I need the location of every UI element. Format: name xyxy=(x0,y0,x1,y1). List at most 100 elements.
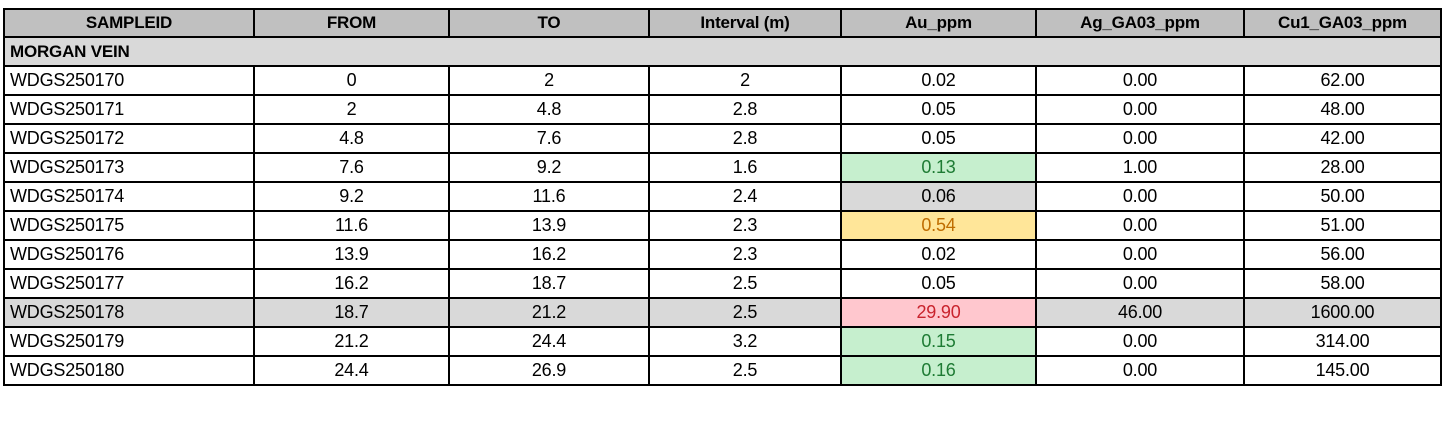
table-row: WDGS250170 0 2 2 0.02 0.00 62.00 xyxy=(3,65,1442,96)
cell-to[interactable]: 16.2 xyxy=(448,239,650,270)
table-body: MORGAN VEIN WDGS250170 0 2 2 0.02 0.00 6… xyxy=(3,36,1442,386)
cell-to[interactable]: 11.6 xyxy=(448,181,650,212)
cell-au[interactable]: 0.54 xyxy=(840,210,1037,241)
cell-from[interactable]: 4.8 xyxy=(253,123,450,154)
cell-ag[interactable]: 0.00 xyxy=(1035,326,1245,357)
cell-au[interactable]: 0.16 xyxy=(840,355,1037,386)
cell-sampleid[interactable]: WDGS250173 xyxy=(3,152,255,183)
table-row: WDGS250179 21.2 24.4 3.2 0.15 0.00 314.0… xyxy=(3,326,1442,357)
cell-cu[interactable]: 50.00 xyxy=(1243,181,1442,212)
cell-au[interactable]: 0.13 xyxy=(840,152,1037,183)
cell-cu[interactable]: 56.00 xyxy=(1243,239,1442,270)
cell-interval[interactable]: 2.8 xyxy=(648,123,842,154)
table-row: WDGS250180 24.4 26.9 2.5 0.16 0.00 145.0… xyxy=(3,355,1442,386)
column-header-from[interactable]: FROM xyxy=(253,8,450,38)
cell-sampleid[interactable]: WDGS250178 xyxy=(3,297,255,328)
cell-interval[interactable]: 2.5 xyxy=(648,355,842,386)
cell-cu[interactable]: 28.00 xyxy=(1243,152,1442,183)
table-row: WDGS250171 2 4.8 2.8 0.05 0.00 48.00 xyxy=(3,94,1442,125)
cell-interval[interactable]: 2.3 xyxy=(648,210,842,241)
column-header-sampleid[interactable]: SAMPLEID xyxy=(3,8,255,38)
cell-au[interactable]: 0.06 xyxy=(840,181,1037,212)
cell-cu[interactable]: 145.00 xyxy=(1243,355,1442,386)
cell-au[interactable]: 0.05 xyxy=(840,268,1037,299)
table-row: WDGS250172 4.8 7.6 2.8 0.05 0.00 42.00 xyxy=(3,123,1442,154)
column-header-cu-ppm[interactable]: Cu1_GA03_ppm xyxy=(1243,8,1442,38)
cell-from[interactable]: 11.6 xyxy=(253,210,450,241)
cell-to[interactable]: 26.9 xyxy=(448,355,650,386)
cell-cu[interactable]: 62.00 xyxy=(1243,65,1442,96)
cell-from[interactable]: 18.7 xyxy=(253,297,450,328)
cell-from[interactable]: 9.2 xyxy=(253,181,450,212)
cell-from[interactable]: 24.4 xyxy=(253,355,450,386)
column-header-ag-ppm[interactable]: Ag_GA03_ppm xyxy=(1035,8,1245,38)
cell-from[interactable]: 7.6 xyxy=(253,152,450,183)
cell-ag[interactable]: 0.00 xyxy=(1035,94,1245,125)
cell-interval[interactable]: 2 xyxy=(648,65,842,96)
cell-au[interactable]: 29.90 xyxy=(840,297,1037,328)
table-row: WDGS250178 18.7 21.2 2.5 29.90 46.00 160… xyxy=(3,297,1442,328)
cell-cu[interactable]: 51.00 xyxy=(1243,210,1442,241)
group-header-cell[interactable]: MORGAN VEIN xyxy=(3,36,1442,67)
header-row: SAMPLEID FROM TO Interval (m) Au_ppm Ag_… xyxy=(3,8,1442,38)
cell-sampleid[interactable]: WDGS250171 xyxy=(3,94,255,125)
cell-from[interactable]: 13.9 xyxy=(253,239,450,270)
cell-to[interactable]: 2 xyxy=(448,65,650,96)
cell-au[interactable]: 0.15 xyxy=(840,326,1037,357)
cell-to[interactable]: 9.2 xyxy=(448,152,650,183)
cell-ag[interactable]: 0.00 xyxy=(1035,268,1245,299)
cell-to[interactable]: 18.7 xyxy=(448,268,650,299)
cell-interval[interactable]: 2.5 xyxy=(648,297,842,328)
cell-sampleid[interactable]: WDGS250170 xyxy=(3,65,255,96)
cell-ag[interactable]: 0.00 xyxy=(1035,355,1245,386)
cell-au[interactable]: 0.05 xyxy=(840,94,1037,125)
cell-au[interactable]: 0.02 xyxy=(840,65,1037,96)
cell-sampleid[interactable]: WDGS250176 xyxy=(3,239,255,270)
cell-au[interactable]: 0.05 xyxy=(840,123,1037,154)
column-header-au-ppm[interactable]: Au_ppm xyxy=(840,8,1037,38)
spreadsheet-region: SAMPLEID FROM TO Interval (m) Au_ppm Ag_… xyxy=(3,8,1442,386)
table-row: WDGS250175 11.6 13.9 2.3 0.54 0.00 51.00 xyxy=(3,210,1442,241)
cell-interval[interactable]: 1.6 xyxy=(648,152,842,183)
cell-sampleid[interactable]: WDGS250179 xyxy=(3,326,255,357)
cell-ag[interactable]: 1.00 xyxy=(1035,152,1245,183)
cell-to[interactable]: 13.9 xyxy=(448,210,650,241)
cell-sampleid[interactable]: WDGS250172 xyxy=(3,123,255,154)
cell-interval[interactable]: 2.8 xyxy=(648,94,842,125)
cell-cu[interactable]: 58.00 xyxy=(1243,268,1442,299)
column-header-interval[interactable]: Interval (m) xyxy=(648,8,842,38)
cell-interval[interactable]: 2.5 xyxy=(648,268,842,299)
cell-to[interactable]: 7.6 xyxy=(448,123,650,154)
table-row: WDGS250173 7.6 9.2 1.6 0.13 1.00 28.00 xyxy=(3,152,1442,183)
cell-ag[interactable]: 46.00 xyxy=(1035,297,1245,328)
cell-cu[interactable]: 314.00 xyxy=(1243,326,1442,357)
cell-cu[interactable]: 1600.00 xyxy=(1243,297,1442,328)
cell-sampleid[interactable]: WDGS250175 xyxy=(3,210,255,241)
cell-interval[interactable]: 3.2 xyxy=(648,326,842,357)
cell-cu[interactable]: 48.00 xyxy=(1243,94,1442,125)
cell-ag[interactable]: 0.00 xyxy=(1035,123,1245,154)
cell-au[interactable]: 0.02 xyxy=(840,239,1037,270)
cell-to[interactable]: 24.4 xyxy=(448,326,650,357)
cell-to[interactable]: 4.8 xyxy=(448,94,650,125)
cell-interval[interactable]: 2.4 xyxy=(648,181,842,212)
cell-from[interactable]: 2 xyxy=(253,94,450,125)
cell-sampleid[interactable]: WDGS250177 xyxy=(3,268,255,299)
cell-ag[interactable]: 0.00 xyxy=(1035,239,1245,270)
cell-ag[interactable]: 0.00 xyxy=(1035,65,1245,96)
cell-from[interactable]: 21.2 xyxy=(253,326,450,357)
table-row: WDGS250176 13.9 16.2 2.3 0.02 0.00 56.00 xyxy=(3,239,1442,270)
group-header-row: MORGAN VEIN xyxy=(3,36,1442,67)
cell-sampleid[interactable]: WDGS250174 xyxy=(3,181,255,212)
column-header-to[interactable]: TO xyxy=(448,8,650,38)
cell-to[interactable]: 21.2 xyxy=(448,297,650,328)
cell-cu[interactable]: 42.00 xyxy=(1243,123,1442,154)
cell-interval[interactable]: 2.3 xyxy=(648,239,842,270)
cell-ag[interactable]: 0.00 xyxy=(1035,210,1245,241)
table-row: WDGS250177 16.2 18.7 2.5 0.05 0.00 58.00 xyxy=(3,268,1442,299)
cell-ag[interactable]: 0.00 xyxy=(1035,181,1245,212)
table-row: WDGS250174 9.2 11.6 2.4 0.06 0.00 50.00 xyxy=(3,181,1442,212)
cell-sampleid[interactable]: WDGS250180 xyxy=(3,355,255,386)
cell-from[interactable]: 0 xyxy=(253,65,450,96)
cell-from[interactable]: 16.2 xyxy=(253,268,450,299)
